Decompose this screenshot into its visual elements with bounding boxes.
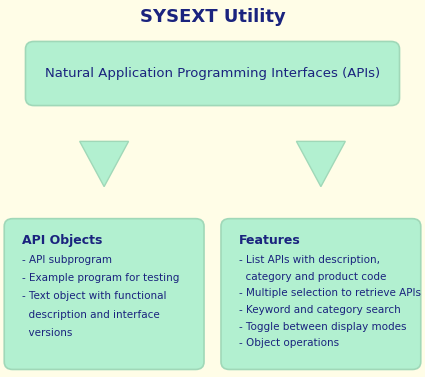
Polygon shape [296, 141, 345, 187]
FancyBboxPatch shape [4, 219, 204, 369]
Text: - Multiple selection to retrieve APIs: - Multiple selection to retrieve APIs [239, 288, 421, 299]
Polygon shape [79, 141, 128, 187]
Text: - Example program for testing: - Example program for testing [22, 273, 179, 284]
Text: category and product code: category and product code [239, 272, 386, 282]
Text: Features: Features [239, 234, 300, 247]
Text: - Keyword and category search: - Keyword and category search [239, 305, 401, 315]
Text: - API subprogram: - API subprogram [22, 255, 112, 265]
Text: - List APIs with description,: - List APIs with description, [239, 255, 380, 265]
FancyBboxPatch shape [221, 219, 421, 369]
Text: - Text object with functional: - Text object with functional [22, 291, 167, 302]
Text: versions: versions [22, 328, 73, 338]
Text: API Objects: API Objects [22, 234, 102, 247]
Text: - Toggle between display modes: - Toggle between display modes [239, 322, 406, 332]
Text: SYSEXT Utility: SYSEXT Utility [140, 8, 285, 26]
Text: Natural Application Programming Interfaces (APIs): Natural Application Programming Interfac… [45, 67, 380, 80]
FancyBboxPatch shape [26, 41, 399, 106]
Text: description and interface: description and interface [22, 310, 160, 320]
Text: - Object operations: - Object operations [239, 338, 339, 348]
